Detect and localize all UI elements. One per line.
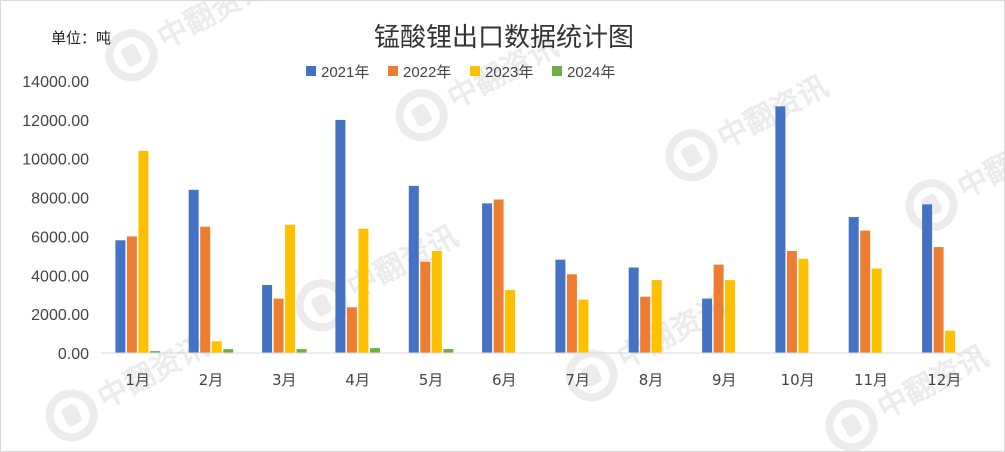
bar	[871, 268, 882, 353]
bar	[482, 203, 493, 353]
chart-title: 锰酸锂出口数据统计图	[374, 23, 634, 53]
bar	[505, 289, 516, 353]
y-tick-label: 8000.00	[31, 191, 89, 208]
x-tick-label: 8月	[639, 371, 664, 389]
bar	[775, 106, 786, 353]
y-tick-label: 6000.00	[31, 229, 89, 246]
watermark-text: 中翻资讯	[712, 69, 834, 156]
x-tick-label: 6月	[492, 371, 517, 389]
y-axis: 0.00 2000.00 4000.00 6000.00 8000.00 10000.00…	[22, 74, 89, 363]
bar	[420, 261, 431, 353]
bar	[945, 330, 956, 353]
x-axis: 1月 2月 3月 4月 5月 6月 7月 8月 9月 10月 11月 12月	[125, 371, 961, 389]
bar	[798, 258, 809, 353]
bar	[408, 185, 419, 353]
watermark-logo: 中翻资讯	[665, 69, 834, 182]
legend: 2021年 2022年 2023年 2024年	[306, 64, 615, 81]
x-tick-label: 10月	[781, 371, 815, 389]
bar	[725, 280, 736, 353]
bar	[786, 251, 797, 353]
x-tick-label: 5月	[419, 371, 444, 389]
y-tick-label: 0.00	[58, 346, 89, 363]
bar	[115, 240, 126, 353]
bar	[273, 298, 284, 353]
bar	[493, 199, 504, 353]
legend-label: 2022年	[403, 64, 451, 81]
bar	[211, 341, 222, 353]
watermark-logo: 中翻资讯	[905, 119, 1004, 232]
x-tick-label: 12月	[927, 371, 961, 389]
legend-label: 2023年	[485, 64, 533, 81]
watermark-logo: 中翻资讯	[105, 1, 274, 82]
x-tick-label: 4月	[345, 371, 370, 389]
unit-label: 单位：吨	[51, 29, 111, 47]
y-tick-label: 12000.00	[22, 113, 89, 130]
bars	[115, 106, 956, 354]
bar	[651, 280, 662, 353]
bar	[346, 307, 357, 353]
bar	[369, 348, 380, 353]
bar	[335, 119, 346, 354]
y-tick-label: 14000.00	[22, 74, 89, 91]
bar	[358, 228, 369, 353]
bar	[555, 259, 566, 353]
legend-swatch	[470, 66, 480, 76]
bar	[443, 349, 454, 353]
bar	[702, 298, 713, 353]
bar	[713, 264, 724, 353]
bar	[200, 226, 211, 353]
bar	[262, 285, 273, 353]
bar	[640, 296, 651, 353]
bar	[922, 204, 933, 353]
bar	[431, 251, 442, 353]
watermark-logo: 中翻资讯	[825, 339, 994, 451]
bar	[138, 150, 149, 353]
bar	[296, 349, 307, 353]
legend-swatch	[306, 66, 316, 76]
x-tick-label: 1月	[125, 371, 150, 389]
x-tick-label: 11月	[854, 371, 888, 389]
bar	[149, 351, 160, 353]
y-tick-label: 2000.00	[31, 307, 89, 324]
bar	[860, 230, 871, 353]
x-tick-label: 7月	[565, 371, 590, 389]
x-tick-label: 9月	[712, 371, 737, 389]
bar	[578, 299, 589, 353]
x-tick-label: 2月	[199, 371, 224, 389]
bar	[628, 267, 639, 353]
bar	[188, 189, 199, 353]
y-tick-label: 10000.00	[22, 152, 89, 169]
y-tick-label: 4000.00	[31, 268, 89, 285]
bar	[848, 217, 859, 353]
bar	[126, 236, 137, 353]
bar	[223, 349, 234, 353]
bar	[285, 224, 296, 353]
watermark-text: 中翻资讯	[152, 1, 274, 56]
watermark-text: 中翻资讯	[952, 119, 1004, 206]
legend-label: 2021年	[321, 64, 369, 81]
bar	[566, 274, 577, 353]
bar	[933, 247, 944, 353]
x-tick-label: 3月	[272, 371, 297, 389]
legend-label: 2024年	[567, 64, 615, 81]
legend-swatch	[388, 66, 398, 76]
legend-swatch	[552, 66, 562, 76]
